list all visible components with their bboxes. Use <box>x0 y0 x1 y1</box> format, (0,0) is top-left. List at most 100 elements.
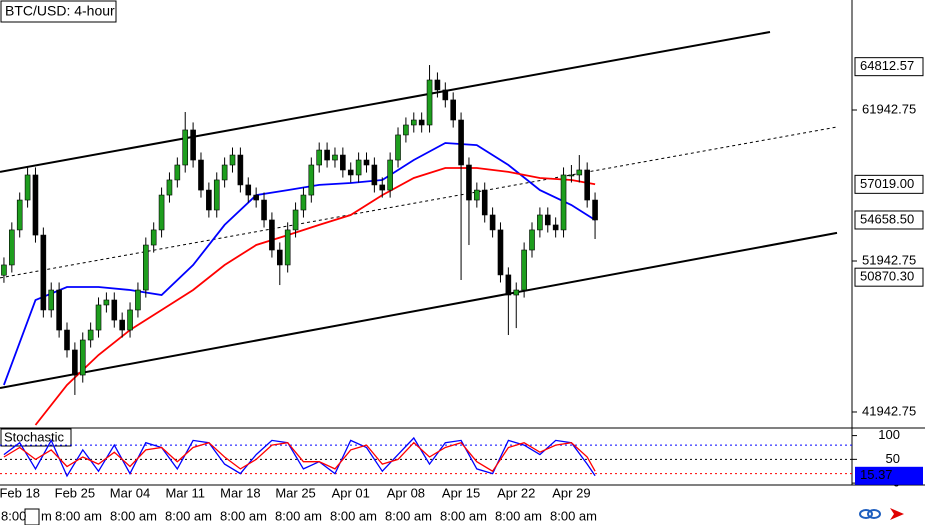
candle-body <box>198 159 204 191</box>
candle-body <box>174 164 181 181</box>
candle-body <box>347 169 354 176</box>
value-label-box <box>855 466 923 485</box>
y-tick-label: 100 <box>878 427 900 442</box>
candle-body <box>158 194 165 231</box>
y-tick-label: 50 <box>886 451 900 466</box>
candle-body <box>40 234 47 311</box>
x-tick-label: Apr 15 <box>442 485 480 500</box>
candle-body <box>269 219 275 251</box>
candle-body <box>190 129 196 161</box>
candle-body <box>284 229 291 266</box>
candle-body <box>552 224 559 231</box>
candle-body <box>544 214 551 226</box>
time-label: 8:00 am <box>385 508 432 523</box>
time-label: 8:00 am <box>330 508 377 523</box>
candle-body <box>150 229 157 246</box>
candle-body <box>48 289 55 311</box>
candle-body <box>513 289 520 296</box>
overlay-line <box>0 126 838 279</box>
overlay-line <box>0 31 771 173</box>
candle-body <box>166 179 173 196</box>
candle-body <box>316 149 323 166</box>
candle-body <box>127 309 133 331</box>
time-label: 8:00 am <box>220 508 267 523</box>
indicator-title: Stochastic <box>4 429 64 444</box>
candle-body <box>16 199 23 231</box>
candle-body <box>521 249 527 291</box>
link-ring <box>867 509 881 519</box>
x-tick-label: Apr 08 <box>387 485 425 500</box>
candle-body <box>213 179 220 211</box>
time-label: 8:00 am <box>275 508 322 523</box>
candle-body <box>410 119 417 126</box>
candle-body <box>355 159 362 176</box>
price-label: 57019.00 <box>860 176 914 191</box>
candle-body <box>489 214 496 231</box>
time-label: 8:00 am <box>440 508 487 523</box>
candle-body <box>418 119 425 126</box>
time-label: 8:00 am <box>165 508 212 523</box>
title-box <box>0 0 117 23</box>
candle-body <box>135 289 141 311</box>
candle-body <box>182 129 189 166</box>
candle-body <box>505 274 512 296</box>
link-icon[interactable] <box>859 509 881 519</box>
scroll-arrow[interactable] <box>890 508 904 520</box>
y-tick-label: 61942.75 <box>862 101 916 116</box>
candle-body <box>560 174 567 231</box>
candle-body <box>466 164 472 201</box>
candle-body <box>403 124 409 136</box>
candle-body <box>111 299 118 321</box>
candle-body <box>1 264 7 276</box>
candle-body <box>363 159 370 166</box>
candle-body <box>379 184 386 191</box>
candle-body <box>450 99 456 121</box>
candle-body <box>56 289 62 331</box>
candle-body <box>221 164 228 181</box>
overlay-line <box>3 142 596 386</box>
candle-body <box>261 199 267 221</box>
time-label: 8:00 am <box>110 508 157 523</box>
candle-body <box>395 134 401 161</box>
price-label: 50870.30 <box>860 269 914 284</box>
y-tick-label: 51942.75 <box>862 252 916 267</box>
candle-body <box>143 244 149 291</box>
candle-body <box>103 299 110 306</box>
x-tick-label: Feb 18 <box>0 485 40 500</box>
price-label-box <box>854 210 924 230</box>
time-label: 8:00 <box>1 508 26 523</box>
value-label: 15.37 <box>860 467 893 482</box>
candle-body <box>237 154 244 186</box>
price-label-box <box>854 57 924 77</box>
candle-body <box>426 79 433 126</box>
y-tick-label: 41942.75 <box>862 403 916 418</box>
candle-body <box>474 189 480 201</box>
candle-body <box>95 304 102 331</box>
x-tick-label: Mar 04 <box>110 485 150 500</box>
time-label: m <box>41 508 52 523</box>
candle-body <box>79 339 86 376</box>
candle-body <box>332 154 338 161</box>
candle-body <box>387 159 393 191</box>
candle-body <box>434 79 441 91</box>
candle-body <box>324 149 330 161</box>
price-label-box <box>854 267 924 287</box>
price-label-box <box>854 174 924 194</box>
candle-body <box>276 249 283 266</box>
x-tick-label: Feb 25 <box>55 485 95 500</box>
price-label: 54658.50 <box>860 211 914 226</box>
candle-body <box>592 199 598 221</box>
candle-body <box>72 349 78 376</box>
link-ring <box>859 509 873 519</box>
candle-body <box>206 189 212 211</box>
stochastic-line <box>3 441 596 473</box>
candle-body <box>584 169 590 201</box>
candle-body <box>300 194 307 211</box>
x-tick-label: Apr 29 <box>552 485 590 500</box>
x-tick-label: Mar 25 <box>275 485 315 500</box>
x-tick-label: Apr 01 <box>332 485 370 500</box>
candle-body <box>340 154 346 171</box>
x-tick-label: Mar 11 <box>165 485 205 500</box>
